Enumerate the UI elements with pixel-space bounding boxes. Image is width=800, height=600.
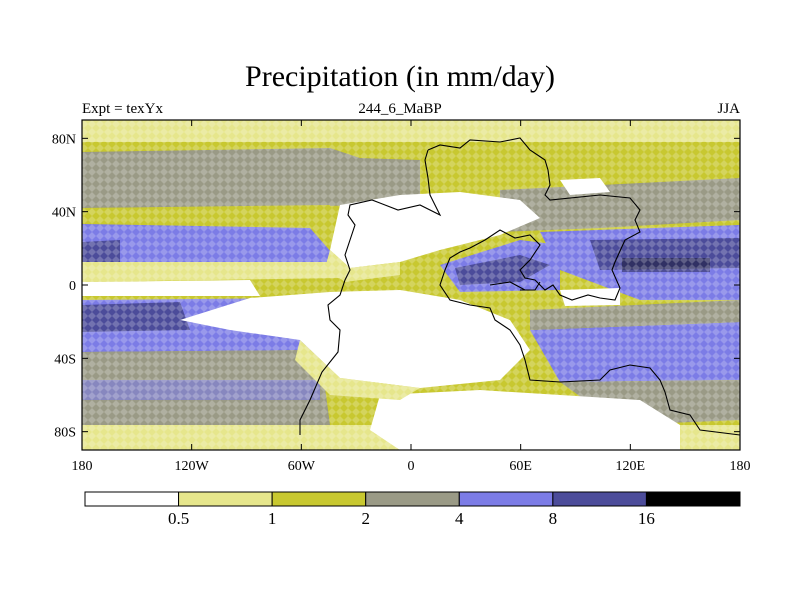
colorbar-level-label: 8	[549, 509, 558, 528]
precipitation-field	[82, 120, 740, 450]
x-tick-label: 120W	[175, 459, 210, 474]
y-tick-label: 40S	[54, 352, 76, 367]
x-tick-label: 120E	[616, 459, 646, 474]
y-tick-label: 0	[69, 279, 76, 294]
colorbar-swatch	[365, 491, 460, 507]
colorbar-level-label: 16	[638, 509, 655, 528]
x-tick-label: 180	[72, 459, 93, 474]
colorbar-level-label: 0.5	[168, 509, 189, 528]
colorbar-swatch	[84, 491, 180, 507]
chart-title: Precipitation (in mm/day)	[245, 60, 555, 93]
x-tick-label: 60W	[288, 459, 316, 474]
y-tick-label: 80S	[54, 426, 76, 441]
colorbar-level-label: 4	[455, 509, 464, 528]
colorbar-swatch	[178, 491, 273, 507]
axis-ticks: 180 120W 60W 0 60E 120E 180 80N 40N 0 40S 80S	[52, 120, 751, 474]
colorbar-swatch	[645, 491, 741, 507]
colorbar-swatch	[552, 491, 647, 507]
colorbar-level-label: 1	[268, 509, 277, 528]
colorbar-swatch	[271, 491, 367, 507]
x-tick-label: 60E	[509, 459, 532, 474]
season-label: JJA	[717, 101, 740, 117]
x-tick-label: 180	[730, 459, 751, 474]
x-tick-label: 0	[408, 459, 415, 474]
experiment-label: Expt = texYx	[82, 101, 163, 117]
period-label: 244_6_MaBP	[358, 101, 442, 117]
colorbar: 0.5 1 2 4 8 16	[84, 491, 741, 528]
y-tick-label: 80N	[52, 132, 76, 147]
colorbar-level-label: 2	[361, 509, 370, 528]
continent-outlines	[299, 137, 741, 436]
y-tick-label: 40N	[52, 206, 76, 221]
colorbar-swatch	[458, 491, 554, 507]
